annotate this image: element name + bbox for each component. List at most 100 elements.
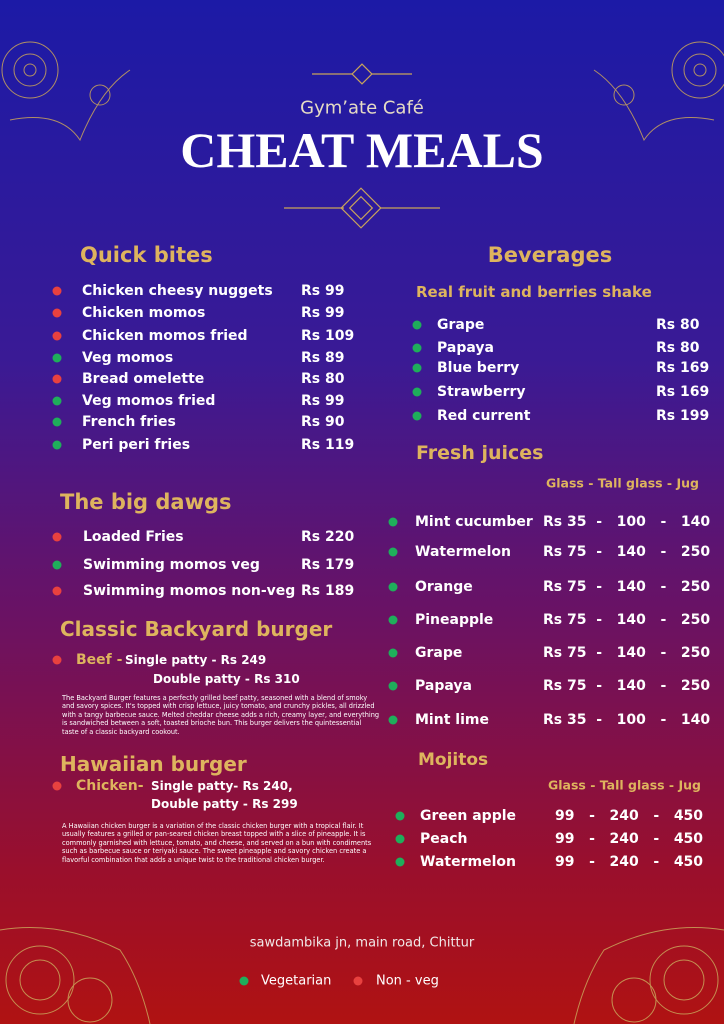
item: Grape — [415, 645, 463, 661]
gold: Glass - Tall glass - Jug — [546, 475, 699, 491]
veg-dot — [388, 648, 398, 658]
item: Rs 119 — [301, 437, 355, 453]
item: Rs 109 — [301, 328, 355, 344]
item: Rs 90 — [301, 414, 345, 430]
item: Veg momos fried — [82, 393, 216, 409]
ornaments — [284, 63, 440, 229]
veg-dot — [412, 363, 422, 373]
item: Watermelon — [415, 544, 511, 560]
gold: Mojitos — [418, 750, 489, 770]
gold: Beef - — [76, 652, 123, 668]
gold: Classic Backyard burger — [60, 617, 333, 641]
nonveg-dot — [353, 976, 363, 986]
item: Rs 75 - 140 - 250 — [543, 612, 711, 628]
item: Strawberry — [437, 384, 526, 400]
gold: Beverages — [487, 243, 613, 267]
veg-dot — [239, 976, 249, 986]
gold: Fresh juices — [416, 442, 544, 464]
veg-dot — [52, 396, 62, 406]
nonveg-dot — [52, 781, 62, 791]
nonveg-dot — [52, 308, 62, 318]
item: Rs 189 — [301, 583, 355, 599]
item: Watermelon — [420, 854, 516, 870]
item: Rs 75 - 140 - 250 — [543, 645, 711, 661]
veg-dot — [388, 547, 398, 557]
veg-dot — [52, 440, 62, 450]
veg-dot — [395, 811, 405, 821]
item: Chicken momos fried — [82, 328, 248, 344]
nonveg-dot — [52, 286, 62, 296]
gold: Quick bites — [80, 243, 213, 267]
veg-dot — [412, 320, 422, 330]
item: Rs 75 - 140 - 250 — [543, 678, 711, 694]
item: Pineapple — [415, 612, 494, 628]
item: Rs 75 - 140 - 250 — [543, 544, 711, 560]
item: Rs 199 — [656, 408, 710, 424]
legend: Vegetarian — [261, 973, 332, 989]
item: Rs 35 - 100 - 140 — [543, 712, 711, 728]
item: Green apple — [420, 808, 517, 824]
title: CHEAT MEALS — [180, 122, 544, 178]
item: Orange — [415, 579, 473, 595]
nonveg-dot — [52, 374, 62, 384]
veg-dot — [388, 681, 398, 691]
gold: The big dawgs — [60, 490, 232, 514]
item: Double patty - Rs 310 — [153, 672, 300, 686]
item: Rs 80 — [656, 317, 700, 333]
veg-dot — [412, 411, 422, 421]
nonveg-dot — [52, 331, 62, 341]
item: Loaded Fries — [83, 529, 184, 545]
item: Bread omelette — [82, 371, 205, 387]
item: 99 - 240 - 450 — [555, 831, 704, 847]
item: Grape — [437, 317, 485, 333]
item: Rs 99 — [301, 305, 345, 321]
nonveg-dot — [52, 655, 62, 665]
item: Rs 80 — [656, 340, 700, 356]
item: Rs 89 — [301, 350, 345, 366]
veg-dot — [52, 353, 62, 363]
item: 99 - 240 - 450 — [555, 808, 704, 824]
legend: Non - veg — [376, 973, 439, 989]
item: Rs 35 - 100 - 140 — [543, 514, 711, 530]
veg-dot — [388, 615, 398, 625]
item: Rs 99 — [301, 283, 345, 299]
item: Double patty - Rs 299 — [151, 797, 298, 811]
veg-dot — [52, 560, 62, 570]
item: Rs 169 — [656, 384, 710, 400]
item: Rs 75 - 140 - 250 — [543, 579, 711, 595]
item: Peach — [420, 831, 468, 847]
gold: Chicken- — [76, 778, 144, 794]
veg-dot — [52, 417, 62, 427]
item: Rs 220 — [301, 529, 355, 545]
gold: Glass - Tall glass - Jug — [548, 777, 701, 793]
veg-dot — [412, 387, 422, 397]
gold: Hawaiian burger — [60, 752, 247, 776]
item: Rs 99 — [301, 393, 345, 409]
item: Blue berry — [437, 360, 520, 376]
veg-dot — [388, 715, 398, 725]
veg-dot — [395, 834, 405, 844]
item: 99 - 240 - 450 — [555, 854, 704, 870]
item: Chicken cheesy nuggets — [82, 283, 273, 299]
item: Swimming momos non-veg — [83, 583, 296, 599]
item: Peri peri fries — [82, 437, 191, 453]
gold: Real fruit and berries shake — [416, 283, 652, 301]
item: Rs 80 — [301, 371, 345, 387]
item: Rs 179 — [301, 557, 355, 573]
description: A Hawaiian chicken burger is a variation… — [62, 822, 372, 864]
description: The Backyard Burger features a perfectly… — [62, 694, 380, 736]
veg-dot — [412, 343, 422, 353]
item: Papaya — [437, 340, 494, 356]
nonveg-dot — [52, 532, 62, 542]
subtitle: Gym’ate Café — [300, 97, 424, 119]
item: Mint lime — [415, 712, 489, 728]
veg-dot — [388, 582, 398, 592]
item: Rs 169 — [656, 360, 710, 376]
item: Red current — [437, 408, 531, 424]
item: Swimming momos veg — [83, 557, 260, 573]
item: Mint cucumber — [415, 514, 533, 530]
florals — [0, 41, 724, 1024]
item: Single patty - Rs 249 — [125, 653, 267, 667]
